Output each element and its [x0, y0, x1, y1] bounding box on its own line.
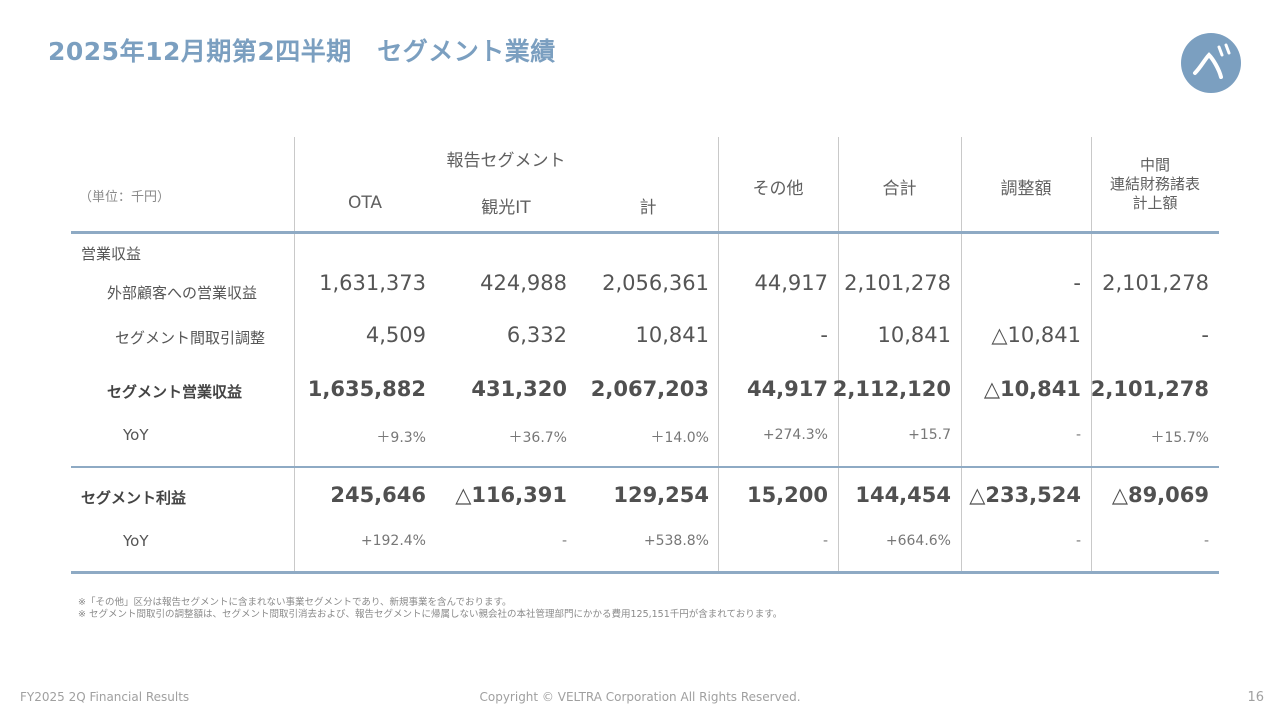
cell-external-kankoit: 424,988: [480, 271, 567, 295]
footnote-adjustment: ※ セグメント間取引の調整額は、セグメント間取引消去および、報告セグメントに帰属…: [78, 609, 783, 620]
cell-yoy2-consolidated: -: [1203, 533, 1209, 549]
section-rule: [71, 466, 1219, 468]
cell-external-segtotal: 2,056,361: [602, 271, 709, 295]
column-divider: [838, 137, 839, 574]
footer-copyright: Copyright © VELTRA Corporation All Right…: [479, 690, 801, 704]
col-header-kankoit: 観光IT: [481, 198, 531, 218]
cell-external-adjust: -: [1073, 271, 1081, 295]
cell-external-other: 44,917: [754, 271, 828, 295]
cell-segrev-sum: 2,112,120: [832, 377, 951, 401]
cell-external-consolidated: 2,101,278: [1102, 271, 1209, 295]
cell-interseg-adjust: △10,841: [991, 323, 1081, 347]
column-divider: [718, 137, 719, 574]
row-label-external: 外部顧客への営業収益: [107, 284, 258, 302]
header-rule: [71, 231, 1219, 234]
col-header-sum: 合計: [882, 179, 917, 199]
cell-yoy1-adjust: -: [1075, 427, 1081, 443]
cell-yoy1-kankoit: ＋36.7%: [508, 430, 567, 446]
page-number: 16: [1247, 690, 1264, 705]
cell-interseg-segtotal: 10,841: [635, 323, 709, 347]
cell-segprofit-other: 15,200: [746, 483, 828, 507]
cell-yoy1-sum: +15.7: [908, 427, 951, 443]
cell-yoy2-kankoit: -: [561, 533, 567, 549]
cell-interseg-ota: 4,509: [365, 323, 426, 347]
logo-mark-icon: [1193, 43, 1231, 79]
bottom-rule: [71, 571, 1219, 574]
col-header-consolidated: 中間 連結財務諸表 計上額: [1091, 156, 1219, 213]
col-header-consolidated-line3: 計上額: [1132, 194, 1178, 212]
footnotes: ※「その他」区分は報告セグメントに含まれない事業セグメントであり、新規事業を含ん…: [78, 597, 782, 621]
segment-results-table: （単位：千円） 報告セグメント OTA 観光IT 計 その他 合計 調整額 中間…: [71, 137, 1219, 574]
footnote-other: ※「その他」区分は報告セグメントに含まれない事業セグメントであり、新規事業を含ん…: [78, 597, 512, 608]
row-label-intersegment: セグメント間取引調整: [115, 329, 266, 347]
cell-segrev-other: 44,917: [746, 377, 828, 401]
column-divider: [294, 137, 295, 574]
cell-segrev-consolidated: 2,101,278: [1090, 377, 1209, 401]
row-label-yoy-revenue: YoY: [123, 426, 149, 444]
cell-interseg-sum: 10,841: [877, 323, 951, 347]
cell-yoy1-other: +274.3%: [762, 427, 828, 443]
cell-yoy2-adjust: -: [1075, 533, 1081, 549]
cell-interseg-kankoit: 6,332: [506, 323, 567, 347]
cell-yoy1-consolidated: ＋15.7%: [1150, 430, 1209, 446]
cell-segprofit-adjust: △233,524: [969, 483, 1081, 507]
cell-segrev-ota: 1,635,882: [307, 377, 426, 401]
col-header-segment-total: 計: [639, 198, 657, 218]
cell-segprofit-ota: 245,646: [330, 483, 426, 507]
cell-segprofit-segtotal: 129,254: [613, 483, 709, 507]
cell-external-ota: 1,631,373: [319, 271, 426, 295]
col-header-other: その他: [752, 179, 804, 199]
cell-segrev-segtotal: 2,067,203: [590, 377, 709, 401]
cell-interseg-other: -: [820, 323, 828, 347]
cell-yoy1-segtotal: ＋14.0%: [650, 430, 709, 446]
column-divider: [1091, 137, 1092, 574]
cell-yoy2-other: -: [822, 533, 828, 549]
col-header-consolidated-line2: 連結財務諸表: [1109, 175, 1200, 193]
cell-segrev-kankoit: 431,320: [471, 377, 567, 401]
row-label-segment-revenue: セグメント営業収益: [107, 383, 243, 401]
section-label-revenue: 営業収益: [81, 245, 142, 263]
col-header-ota: OTA: [347, 193, 383, 213]
cell-yoy2-segtotal: +538.8%: [643, 533, 709, 549]
company-logo: [1181, 33, 1241, 93]
cell-external-sum: 2,101,278: [844, 271, 951, 295]
cell-yoy2-ota: +192.4%: [360, 533, 426, 549]
col-header-consolidated-line1: 中間: [1139, 156, 1170, 174]
cell-segprofit-sum: 144,454: [855, 483, 951, 507]
cell-yoy2-sum: +664.6%: [885, 533, 951, 549]
page-title: 2025年12月期第2四半期 セグメント業績: [48, 37, 556, 66]
cell-interseg-consolidated: -: [1201, 323, 1209, 347]
column-divider: [961, 137, 962, 574]
row-label-segment-profit: セグメント利益: [81, 489, 187, 507]
cell-yoy1-ota: ＋9.3%: [376, 430, 426, 446]
row-label-yoy-profit: YoY: [123, 532, 149, 550]
group-header-reported-segments: 報告セグメント: [446, 151, 566, 171]
unit-label: （単位：千円）: [79, 190, 171, 205]
cell-segrev-adjust: △10,841: [983, 377, 1081, 401]
col-header-adjustment: 調整額: [1000, 179, 1052, 199]
footer-report-name: FY2025 2Q Financial Results: [20, 690, 190, 704]
cell-segprofit-kankoit: △116,391: [455, 483, 567, 507]
cell-segprofit-consolidated: △89,069: [1111, 483, 1209, 507]
